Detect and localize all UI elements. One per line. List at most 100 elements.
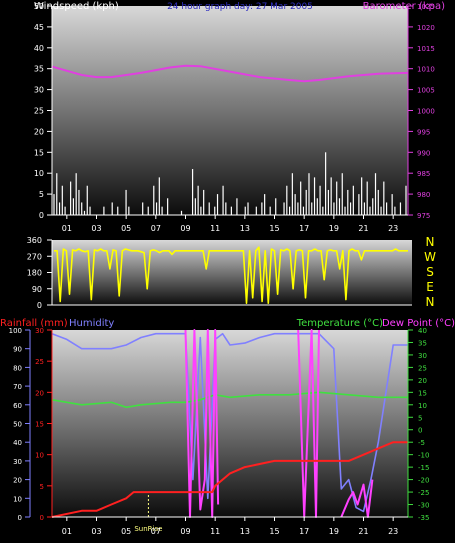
temperature-tick-label: -15 — [418, 464, 429, 472]
barometer-tick-label: 1010 — [417, 66, 435, 74]
humidity-tick-label: 50 — [13, 421, 22, 429]
temperature-x-tick-label: 13 — [240, 527, 250, 536]
sunrise-label: SunRise — [134, 525, 162, 533]
humidity-tick-label: 80 — [13, 364, 22, 372]
temperature-x-tick-label: 21 — [358, 527, 368, 536]
temperature-tick-label: 40 — [418, 327, 427, 335]
humidity-tick-label: 0 — [18, 514, 22, 522]
barometer-tick-label: 995 — [417, 128, 430, 136]
temperature-x-tick-label: 19 — [329, 527, 339, 536]
temperature-tick-label: -35 — [418, 514, 429, 522]
humidity-tick-label: 90 — [13, 346, 22, 354]
wind-tick-label: 5 — [39, 190, 44, 199]
temperature-x-tick-label: 15 — [269, 527, 279, 536]
humidity-tick-label: 20 — [13, 477, 22, 485]
wind-x-tick-label: 13 — [240, 224, 250, 233]
rainfall-line — [51, 441, 408, 518]
temperature-tick-label: 30 — [418, 352, 427, 360]
wind-x-tick-label: 11 — [210, 224, 220, 233]
direction-tick-label: 360 — [27, 236, 42, 245]
compass-label: N — [426, 295, 435, 309]
wind-tick-label: 15 — [34, 148, 44, 157]
humidity-tick-label: 70 — [13, 383, 22, 391]
rainfall-tick-label: 25 — [35, 358, 44, 366]
wind-tick-label: 45 — [34, 23, 44, 32]
wind-x-tick-label: 07 — [151, 224, 161, 233]
rainfall-tick-label: 30 — [35, 327, 44, 335]
barometer-tick-label: 1015 — [417, 45, 435, 53]
rainfall-tick-label: 20 — [35, 389, 44, 397]
rainfall-tick-label: 0 — [40, 514, 44, 522]
humidity-tick-label: 10 — [13, 495, 22, 503]
barometer-tick-label: 990 — [417, 149, 430, 157]
rainfall-tick-label: 10 — [35, 452, 44, 460]
temperature-axis-title: Temperature (°C) — [296, 318, 383, 329]
humidity-tick-label: 40 — [13, 439, 22, 447]
barometer-axis-title: Barometer (kpa) — [363, 1, 445, 12]
temperature-tick-label: 10 — [418, 402, 427, 410]
wind-x-tick-label: 21 — [358, 224, 368, 233]
compass-label: W — [424, 250, 436, 264]
wind-tick-label: 50 — [34, 2, 44, 11]
wind-tick-label: 20 — [34, 127, 44, 136]
rainfall-axis-title: Rainfall (mm) — [0, 318, 68, 329]
temperature-x-tick-label: 01 — [62, 527, 72, 536]
humidity-tick-label: 60 — [13, 402, 22, 410]
humidity-tick-label: 30 — [13, 458, 22, 466]
wind-tick-label: 25 — [34, 107, 44, 116]
temperature-line — [51, 391, 408, 409]
barometer-tick-label: 975 — [417, 212, 430, 220]
humidity-line — [51, 332, 408, 513]
direction-line — [54, 246, 408, 304]
temperature-x-tick-label: 17 — [299, 527, 309, 536]
wind-x-tick-label: 15 — [269, 224, 279, 233]
temperature-tick-label: 25 — [418, 364, 427, 372]
temperature-x-tick-label: 03 — [91, 527, 101, 536]
temperature-x-tick-label: 11 — [210, 527, 220, 536]
wind-axis-title: Windspeed (kph) — [34, 1, 119, 12]
wind-x-tick-label: 01 — [62, 224, 72, 233]
barometer-tick-label: 1020 — [417, 24, 435, 32]
direction-tick-label: 180 — [27, 269, 42, 278]
temperature-x-tick-label: 07 — [151, 527, 161, 536]
temperature-tick-label: 15 — [418, 389, 427, 397]
rainfall-tick-label: 5 — [40, 483, 44, 491]
direction-tick-label: 270 — [27, 252, 42, 261]
compass-label: S — [426, 265, 434, 279]
temperature-x-tick-label: 09 — [180, 527, 190, 536]
temperature-tick-label: -10 — [418, 452, 429, 460]
humidity-axis-title: Humidity — [69, 318, 114, 329]
barometer-tick-label: 1025 — [417, 3, 435, 11]
wind-x-tick-label: 19 — [329, 224, 339, 233]
wind-tick-label: 40 — [34, 44, 44, 53]
temperature-x-tick-label: 23 — [388, 527, 398, 536]
temperature-tick-label: -30 — [418, 502, 429, 510]
barometer-tick-label: 1005 — [417, 87, 435, 95]
wind-x-tick-label: 17 — [299, 224, 309, 233]
compass-label: N — [426, 235, 435, 249]
temperature-tick-label: -5 — [418, 439, 425, 447]
barometer-tick-label: 1000 — [417, 108, 435, 116]
wind-x-tick-label: 05 — [121, 224, 131, 233]
compass-label: E — [426, 280, 434, 294]
humidity-tick-label: 100 — [9, 327, 22, 335]
temperature-tick-label: 35 — [418, 339, 427, 347]
wind-x-tick-label: 23 — [388, 224, 398, 233]
barometer-tick-label: 985 — [417, 170, 430, 178]
direction-tick-label: 0 — [37, 301, 42, 310]
temperature-tick-label: 0 — [418, 427, 422, 435]
wind-plot-area — [52, 6, 408, 215]
temperature-tick-label: 20 — [418, 377, 427, 385]
wind-x-tick-label: 03 — [91, 224, 101, 233]
barometer-tick-label: 980 — [417, 191, 430, 199]
temperature-tick-label: -20 — [418, 477, 429, 485]
wind-tick-label: 0 — [39, 211, 44, 220]
temperature-plot-area — [52, 330, 408, 517]
direction-tick-label: 90 — [32, 285, 42, 294]
dewpoint-axis-title: Dew Point (°C) — [382, 318, 455, 329]
temperature-tick-label: -25 — [418, 489, 429, 497]
temperature-x-tick-label: 05 — [121, 527, 131, 536]
wind-x-tick-label: 09 — [180, 224, 190, 233]
wind-tick-label: 30 — [34, 86, 44, 95]
